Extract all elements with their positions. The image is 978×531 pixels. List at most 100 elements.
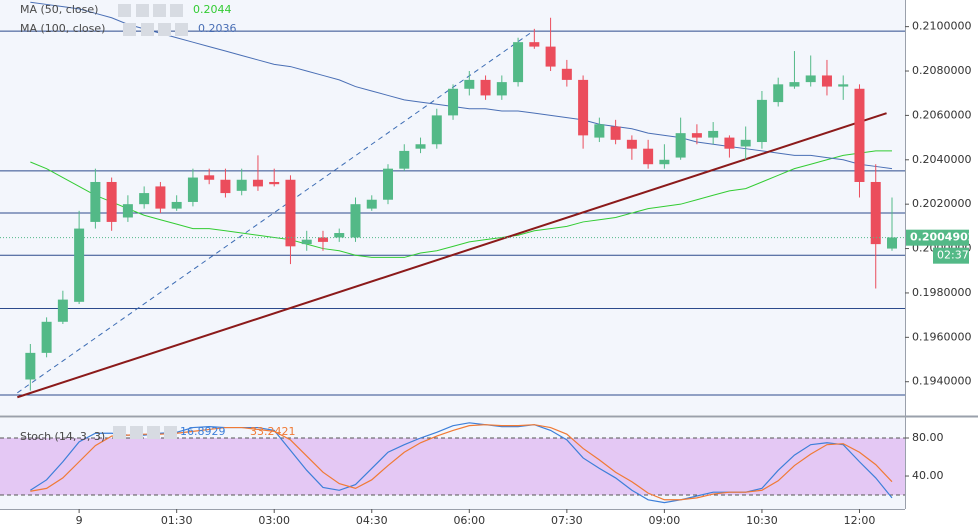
- legend-value: 0.2036: [198, 22, 237, 35]
- y-tick-label: 0.2060000: [912, 108, 972, 121]
- ma100-legend-icons: [123, 23, 188, 36]
- candle-body: [805, 75, 816, 83]
- legend-icon[interactable]: [123, 23, 136, 36]
- candle-body: [187, 177, 198, 202]
- candle-body: [740, 139, 751, 147]
- candle-body: [870, 181, 881, 245]
- candle-body: [708, 130, 719, 138]
- candle-body: [496, 82, 507, 96]
- candle-body: [545, 46, 556, 67]
- legend-value: 33.2421: [250, 425, 296, 438]
- candle-body: [57, 299, 68, 322]
- candle-body: [301, 239, 312, 245]
- ma50-legend-icons: [118, 4, 183, 17]
- candle-body: [415, 144, 426, 149]
- candle-body: [724, 137, 735, 149]
- candle-body: [41, 321, 52, 353]
- candle-body: [626, 139, 637, 149]
- last-price-label: 0.2004902: [910, 231, 975, 244]
- candle-body: [659, 159, 670, 165]
- price-plot: [0, 1, 905, 399]
- legend-icon[interactable]: [130, 426, 143, 439]
- legend-icon[interactable]: [164, 426, 177, 439]
- legend-value: 0.2044: [193, 3, 232, 16]
- legend-value: 16.8929: [180, 425, 226, 438]
- candle-body: [789, 82, 800, 87]
- candle-body: [269, 181, 280, 185]
- y-tick-label: 0.2020000: [912, 197, 972, 210]
- candle-body: [25, 352, 36, 380]
- candle-body: [594, 124, 605, 138]
- candle-body: [513, 42, 524, 83]
- legend-icon[interactable]: [113, 426, 126, 439]
- candle-body: [285, 179, 296, 247]
- candle-body: [122, 204, 133, 218]
- x-tick-label: 04:30: [356, 514, 388, 527]
- candle-body: [675, 133, 686, 158]
- x-tick-label: 07:30: [551, 514, 583, 527]
- candle-body: [464, 79, 475, 89]
- ma-line: [30, 1, 893, 170]
- trend-line: [17, 112, 887, 399]
- candle-body: [821, 75, 832, 87]
- price-pane: [0, 0, 905, 415]
- stoch-plot: [0, 422, 905, 504]
- candle-body: [756, 99, 767, 143]
- legend-icon[interactable]: [147, 426, 160, 439]
- candle-body: [399, 150, 410, 169]
- candle-body: [106, 181, 117, 222]
- candle-body: [317, 237, 328, 242]
- y-tick-label: 0.2100000: [912, 20, 972, 33]
- last-price-tag: [906, 229, 969, 246]
- candle-body: [480, 79, 491, 96]
- candle-body: [350, 204, 361, 238]
- x-tick-label: 10:30: [746, 514, 778, 527]
- candle-body: [366, 199, 377, 209]
- x-tick-label: 12:00: [844, 514, 876, 527]
- y-tick-label: 0.1960000: [912, 330, 972, 343]
- candle-body: [610, 126, 621, 140]
- candle-body: [886, 237, 897, 249]
- legend-icon[interactable]: [158, 23, 171, 36]
- x-tick-label: 06:00: [453, 514, 485, 527]
- ma-line: [30, 150, 892, 258]
- legend-icon[interactable]: [153, 4, 166, 17]
- candle-body: [773, 84, 784, 103]
- legend-icon[interactable]: [175, 23, 188, 36]
- y-tick-label: 0.1940000: [912, 375, 972, 388]
- y-tick-label: 0.1980000: [912, 286, 972, 299]
- legend-icon[interactable]: [170, 4, 183, 17]
- candle-body: [252, 179, 263, 187]
- countdown-tag: [933, 247, 969, 264]
- axes: 0.19400000.19600000.19800000.20000000.20…: [76, 20, 976, 527]
- candle-body: [578, 79, 589, 136]
- candle-body: [431, 115, 442, 145]
- candle-body: [691, 133, 702, 138]
- y-tick-label: 0.2080000: [912, 64, 972, 77]
- candle-body: [529, 42, 540, 47]
- candle-body: [383, 168, 394, 200]
- candle-body: [139, 193, 150, 205]
- candle-body: [204, 175, 215, 180]
- stoch-legend-icons: [113, 426, 177, 439]
- candle-body: [236, 179, 247, 191]
- candle-body: [838, 84, 849, 87]
- candle-body: [854, 88, 865, 182]
- x-tick-label: 03:00: [258, 514, 290, 527]
- y-tick-label: 40.00: [912, 469, 944, 482]
- candle-body: [74, 228, 85, 302]
- candle-body: [448, 88, 459, 116]
- candle-body: [334, 233, 345, 238]
- legend-icon[interactable]: [118, 4, 131, 17]
- y-tick-label: 0.2040000: [912, 153, 972, 166]
- stoch-title: Stoch (14, 3, 3): [20, 430, 105, 443]
- candle-body: [220, 179, 231, 194]
- countdown-label: 02:37: [937, 249, 969, 262]
- legend-icon[interactable]: [141, 23, 154, 36]
- y-tick-label: 80.00: [912, 431, 944, 444]
- legend-icon[interactable]: [136, 4, 149, 17]
- legend-name: MA (100, close): [20, 22, 105, 35]
- candle-body: [155, 186, 166, 209]
- legends: Stoch (14, 3, 3) MA (50, close) 0.2044 MA …: [20, 3, 296, 443]
